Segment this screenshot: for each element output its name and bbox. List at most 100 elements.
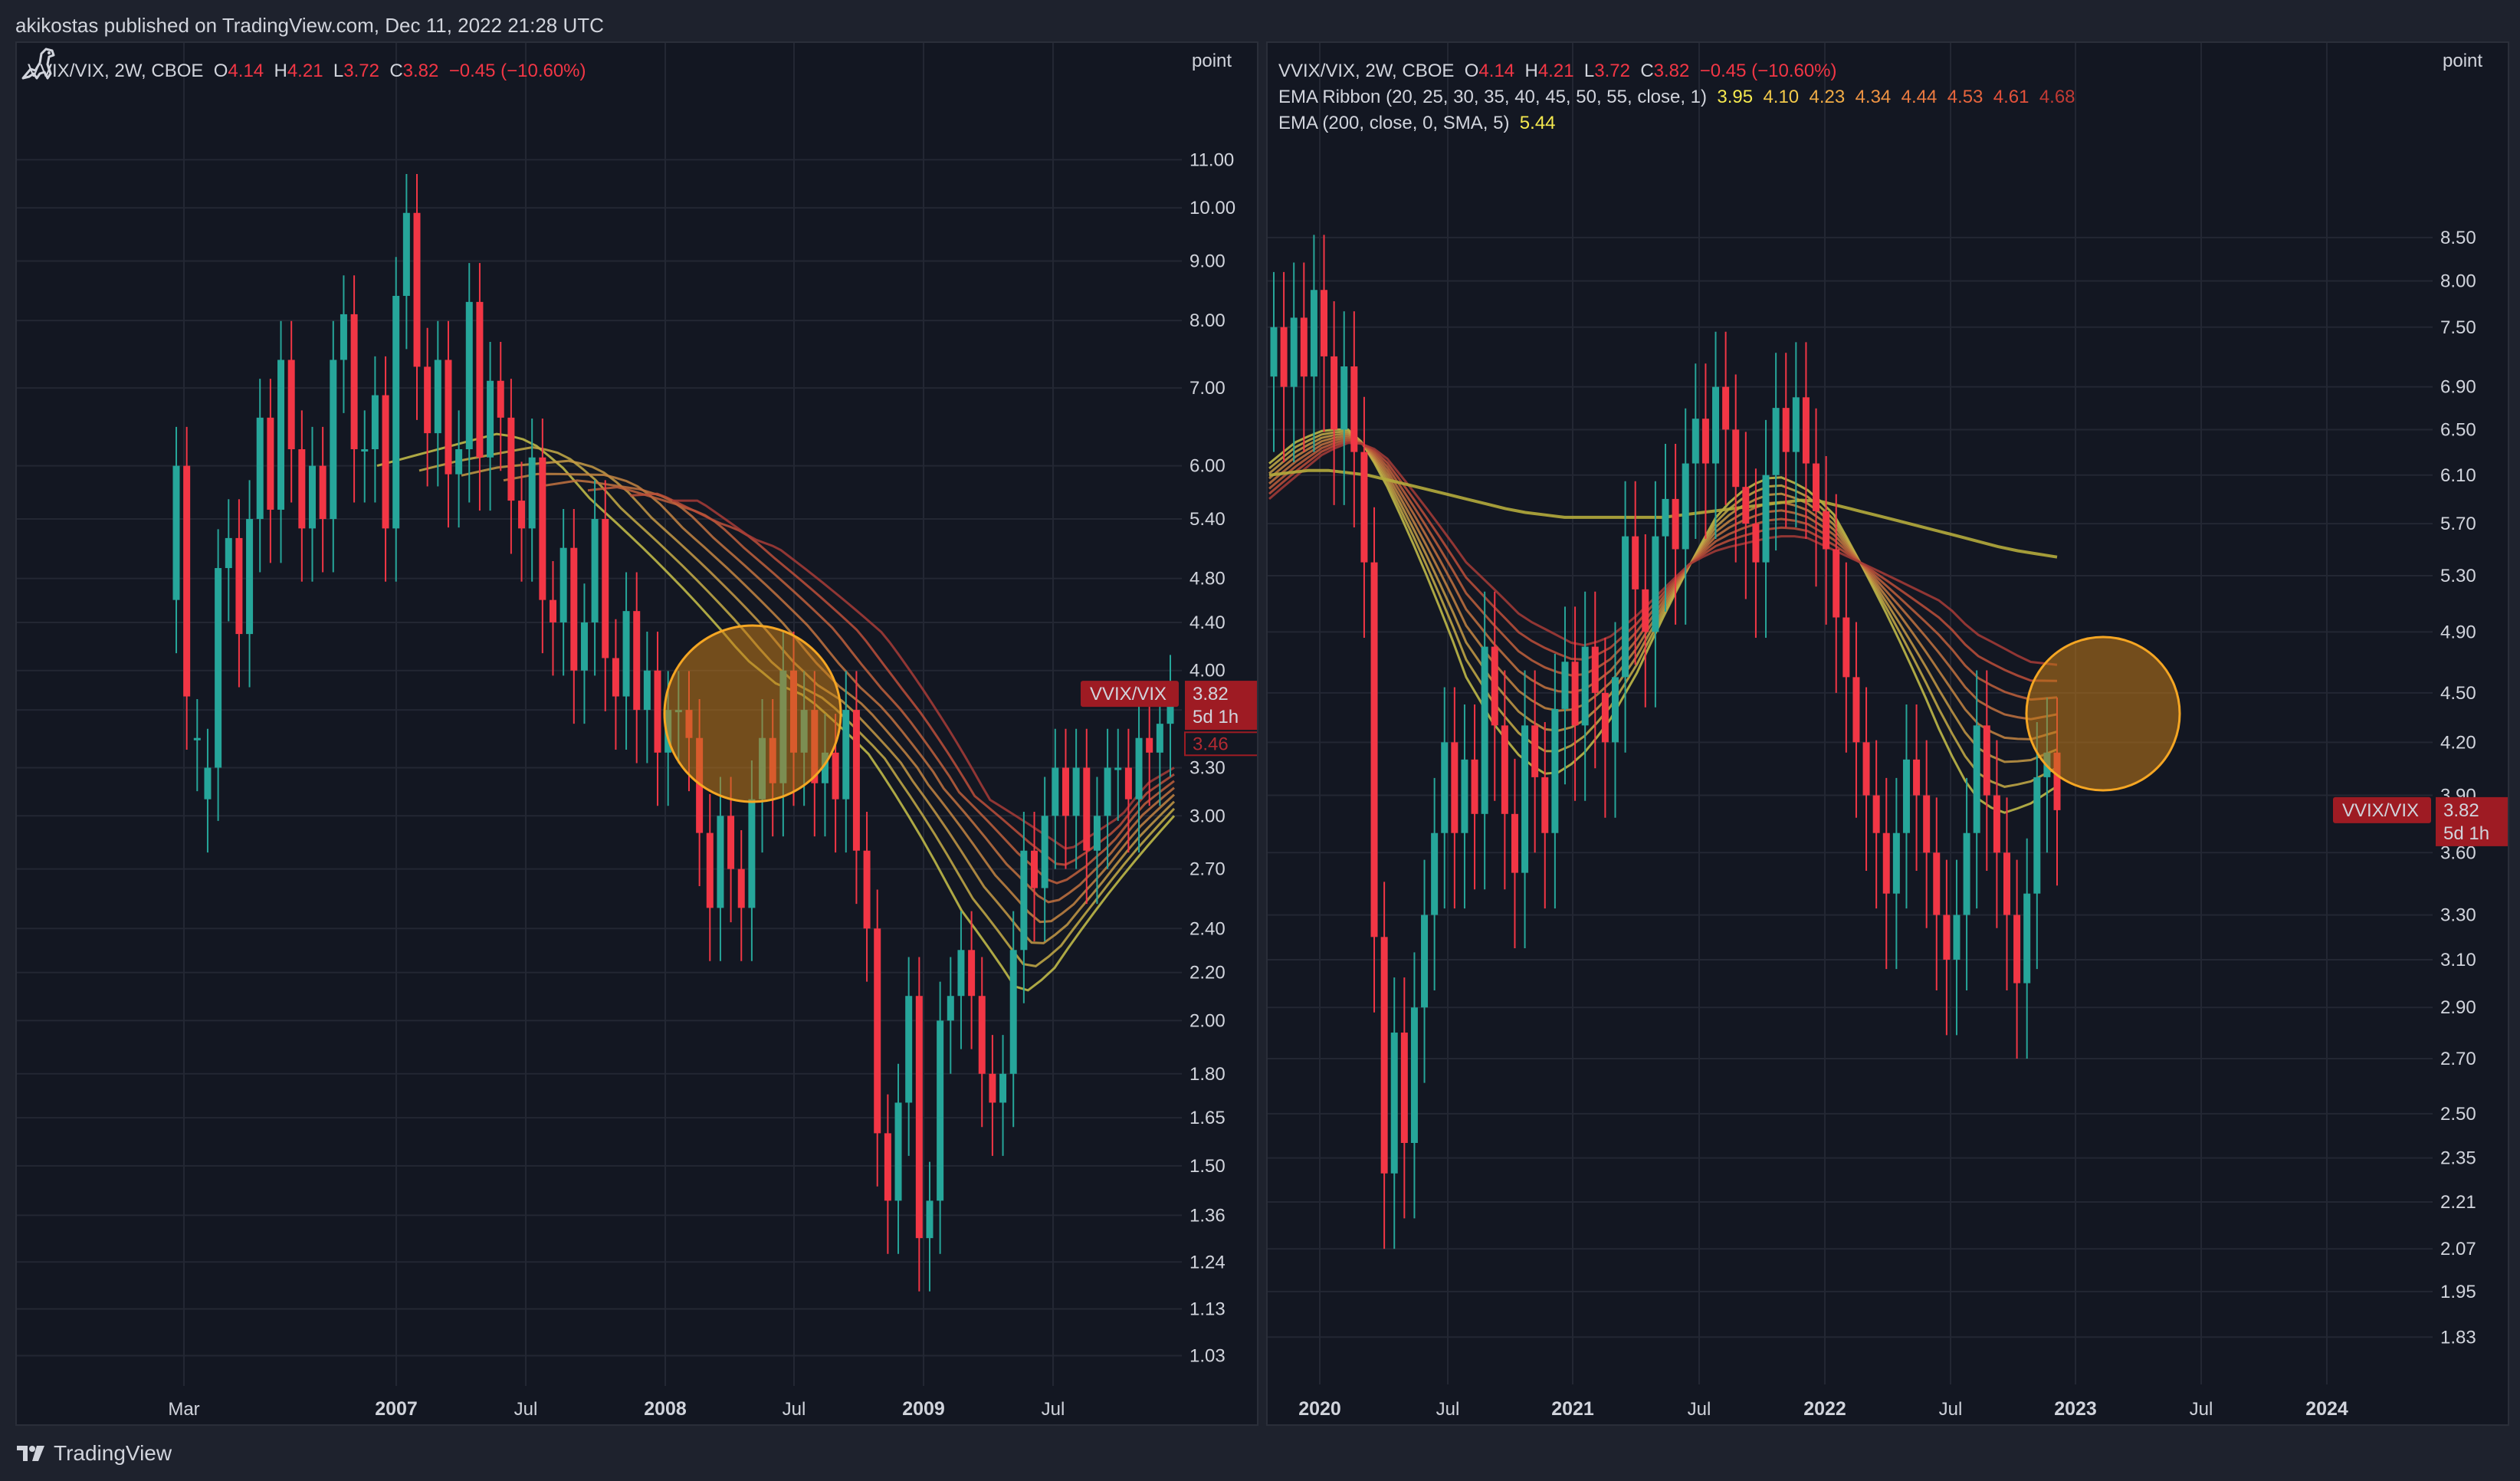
y-tick-label: 2.70 (2440, 1049, 2476, 1069)
x-tick-label: 2008 (644, 1398, 687, 1420)
candle (559, 547, 567, 622)
y-tick-label: 8.00 (1189, 310, 1226, 331)
candle (361, 449, 369, 452)
x-tick-label: Jul (1688, 1399, 1711, 1420)
candle (643, 670, 651, 711)
candle (1691, 419, 1699, 464)
candle (1852, 677, 1860, 743)
publisher-line: akikostas published on TradingView.com, … (15, 14, 604, 37)
candle (246, 519, 254, 635)
candle (570, 547, 578, 671)
candle (1772, 408, 1780, 475)
candle (1491, 646, 1498, 726)
candle (989, 1073, 996, 1103)
chart-panel-left[interactable]: 11.00 10.00 9.00 8.00 7.00 6.00 5.40 4.80 4.40 4.… (15, 41, 1258, 1426)
chart-left[interactable]: 11.00 10.00 9.00 8.00 7.00 6.00 5.40 4.80 4.40 4.… (17, 43, 1257, 1424)
candle (382, 395, 389, 529)
candle (1983, 725, 1990, 796)
candle (1370, 562, 1378, 938)
y-tick-label: 1.83 (2440, 1327, 2476, 1348)
candle (1993, 795, 2000, 853)
y-tick-label: 3.10 (2440, 950, 2476, 970)
candle (1340, 366, 1348, 430)
candle (1712, 386, 1720, 464)
change-value: −0.45 (−10.60%) (448, 61, 586, 81)
candle (999, 1073, 1007, 1103)
candle (413, 212, 421, 367)
candle (455, 449, 463, 475)
candle (183, 465, 191, 697)
ema-ribbon-line (629, 492, 1175, 866)
symbol-label[interactable]: VVIX/VIX, 2W, CBOE (28, 61, 204, 81)
y-tick-label: 2.07 (2440, 1239, 2476, 1259)
candle (1441, 742, 1449, 833)
ema-ribbon-line (1268, 432, 2058, 763)
candle (1270, 327, 1278, 377)
candle (424, 366, 431, 434)
candle (1331, 356, 1338, 430)
candle (1360, 452, 1368, 563)
change-value: −0.45 (−10.60%) (1699, 61, 1837, 81)
candle (1321, 290, 1328, 356)
y-tick-label: 9.00 (1189, 251, 1226, 272)
x-tick-label: Jul (2190, 1399, 2213, 1420)
candle (727, 816, 735, 869)
candle (602, 519, 609, 658)
candle (1672, 498, 1679, 550)
candle (1862, 742, 1870, 796)
ribbon-value: 4.34 (1855, 87, 1892, 107)
close-value: 3.82 (402, 61, 439, 81)
candle (832, 752, 839, 800)
ema-ribbon-line (1268, 438, 2058, 701)
candle (717, 816, 724, 908)
candle (1020, 850, 1028, 951)
tradingview-logo-icon (17, 1446, 44, 1461)
brand[interactable]: TradingView (15, 1441, 172, 1466)
x-tick-label: Mar (168, 1399, 199, 1420)
y-tick-label: 8.50 (2440, 228, 2476, 248)
price-tag-countdown: 5d 1h (1193, 707, 1239, 727)
candle (852, 710, 860, 851)
candle (1093, 816, 1101, 851)
chart-right[interactable]: 8.50 8.00 7.50 6.90 6.50 6.10 5.70 5.30 4.90 4.50… (1268, 43, 2508, 1424)
y-tick-label: 2.20 (1189, 963, 1226, 984)
symbol-label[interactable]: VVIX/VIX, 2W, CBOE (1278, 61, 1455, 81)
candle (1622, 536, 1629, 678)
candle (2013, 915, 2021, 984)
candle (1923, 795, 1931, 853)
candle (1823, 511, 1830, 550)
ribbon-value: 4.23 (1809, 87, 1846, 107)
candle (1591, 646, 1599, 693)
y-tick-label: 4.50 (2440, 683, 2476, 704)
candle (507, 417, 515, 501)
candle (204, 767, 212, 800)
candle (1581, 646, 1589, 726)
chart-panel-right[interactable]: 8.50 8.00 7.50 6.90 6.50 6.10 5.70 5.30 4.90 4.50… (1266, 41, 2509, 1426)
candle (445, 360, 452, 475)
candle (1953, 915, 1961, 960)
candle (1541, 777, 1549, 833)
ribbon-value: 3.95 (1717, 87, 1754, 107)
open-value: 4.14 (1478, 61, 1515, 81)
ema-label: EMA (200, close, 0, SMA, 5) (1278, 113, 1510, 133)
annotation-circle (2025, 635, 2181, 792)
candle (633, 611, 641, 711)
candle (1872, 795, 1880, 833)
y-tick-label: 6.90 (2440, 377, 2476, 398)
candle (434, 360, 441, 434)
candle (340, 314, 347, 360)
candle (1632, 536, 1639, 589)
candle (654, 670, 661, 753)
candle (1511, 813, 1518, 873)
x-tick-label: Jul (783, 1399, 806, 1420)
ribbon-value: 4.10 (1763, 87, 1800, 107)
candle (256, 417, 264, 520)
legend-ribbon-row[interactable]: EMA Ribbon (20, 25, 30, 35, 40, 45, 50, … (1278, 84, 2075, 110)
legend-ema-row[interactable]: EMA (200, close, 0, SMA, 5) 5.44 (1278, 110, 2075, 136)
candle (1146, 737, 1153, 753)
bottom-bar: TradingView (0, 1426, 2520, 1481)
candle (612, 658, 619, 697)
candle (1561, 662, 1569, 709)
candle (1104, 767, 1111, 816)
x-tick-label: Jul (1042, 1399, 1065, 1420)
